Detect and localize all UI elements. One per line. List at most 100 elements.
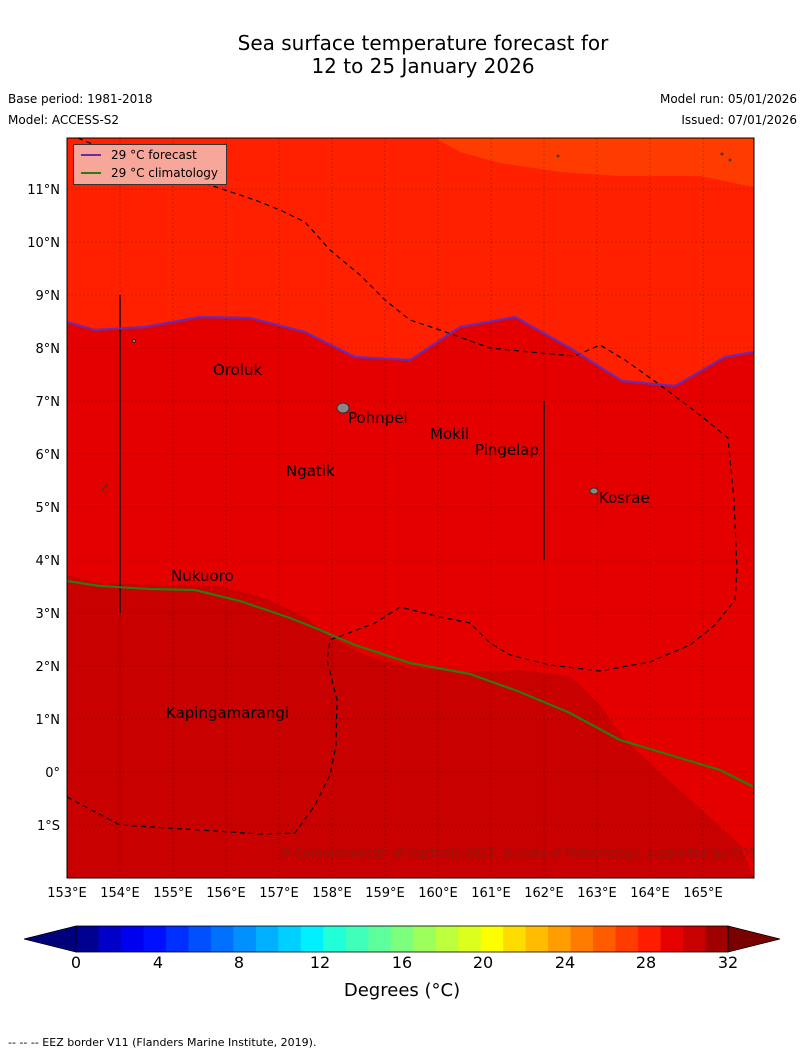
climatology-29c-contour <box>67 579 754 788</box>
place-kapingamarangi: Kapingamarangi <box>166 704 289 722</box>
colorbar-segment <box>210 926 234 952</box>
title-line-1: Sea surface temperature forecast for <box>237 31 609 55</box>
colorbar-over-arrow <box>727 925 781 953</box>
svg-text:1°S: 1°S <box>37 819 60 834</box>
place-kosrae: Kosrae <box>599 489 650 507</box>
model-name: Model: ACCESS-S2 <box>8 113 120 127</box>
place-pingelap: Pingelap <box>475 441 539 459</box>
svg-text:153°E: 153°E <box>47 886 87 901</box>
svg-text:8: 8 <box>234 953 244 972</box>
place-nukuoro: Nukuoro <box>171 567 234 585</box>
colorbar <box>23 925 781 953</box>
legend-climatology: 29 °C climatology <box>74 165 218 181</box>
colorbar-segment <box>615 926 639 952</box>
colorbar-segment <box>300 926 324 952</box>
map-area[interactable]: Oroluk Pohnpei Mokil Pingelap Ngatik Kos… <box>67 138 784 878</box>
colorbar-segment <box>458 926 482 952</box>
svg-text:4: 4 <box>153 953 163 972</box>
colorbar-segment <box>593 926 617 952</box>
svg-text:0°: 0° <box>45 766 60 781</box>
colorbar-segment <box>255 926 279 952</box>
place-oroluk: Oroluk <box>213 361 262 379</box>
colorbar-segment <box>480 926 504 952</box>
title-line-2: 12 to 25 January 2026 <box>311 54 535 78</box>
colorbar-segment <box>548 926 572 952</box>
lon-tick-labels: 153°E 154°E 155°E 156°E 157°E 158°E 159°… <box>47 886 723 901</box>
model-run: Model run: 05/01/2026 <box>659 92 797 106</box>
islands <box>101 152 732 495</box>
lat-tick-labels: 11°N 10°N 9°N 8°N 7°N 6°N 5°N 4°N 3°N 2°… <box>27 183 60 834</box>
legend: 29 °C forecast 29 °C climatology <box>73 144 227 185</box>
forecast-swatch <box>81 154 101 156</box>
colorbar-segment <box>570 926 594 952</box>
svg-text:20: 20 <box>473 953 493 972</box>
place-pohnpei: Pohnpei <box>348 409 408 427</box>
sst-band-28-29 <box>435 138 754 187</box>
colorbar-segment <box>525 926 549 952</box>
colorbar-segment <box>76 926 99 952</box>
eez-border <box>67 138 738 835</box>
svg-text:7°N: 7°N <box>36 395 61 410</box>
colorbar-under-arrow <box>23 925 77 953</box>
svg-text:5°N: 5°N <box>36 501 61 516</box>
colorbar-segment <box>368 926 392 952</box>
svg-text:9°N: 9°N <box>36 289 61 304</box>
place-ngatik: Ngatik <box>286 462 335 480</box>
map-svg: Oroluk Pohnpei Mokil Pingelap Ngatik Kos… <box>23 137 784 972</box>
colorbar-segment <box>120 926 144 952</box>
svg-text:2°N: 2°N <box>36 660 61 675</box>
colorbar-segment <box>165 926 189 952</box>
legend-forecast: 29 °C forecast <box>74 147 197 163</box>
svg-text:24: 24 <box>555 953 575 972</box>
colorbar-frame <box>75 925 729 953</box>
colorbar-segment <box>233 926 257 952</box>
colorbar-segment <box>705 926 729 952</box>
colorbar-segment <box>278 926 302 952</box>
sst-band-31-32 <box>67 575 754 878</box>
colorbar-segment <box>390 926 414 952</box>
svg-text:164°E: 164°E <box>630 886 670 901</box>
place-labels: Oroluk Pohnpei Mokil Pingelap Ngatik Kos… <box>166 361 650 722</box>
copyright-text: © Commonwealth of Australia 2026, Bureau… <box>279 846 784 860</box>
forecast-29c-contour <box>67 315 754 388</box>
legend-climatology-label: 29 °C climatology <box>111 166 219 180</box>
svg-text:10°N: 10°N <box>27 236 60 251</box>
issued-date: Issued: 07/01/2026 <box>681 113 797 127</box>
colorbar-segment <box>413 926 437 952</box>
svg-text:165°E: 165°E <box>683 886 723 901</box>
svg-text:158°E: 158°E <box>312 886 352 901</box>
svg-text:4°N: 4°N <box>36 554 61 569</box>
boundary-lines <box>119 295 545 613</box>
eez-footnote: -- -- -- EEZ border V11 (Flanders Marine… <box>8 1036 317 1049</box>
svg-text:154°E: 154°E <box>100 886 140 901</box>
colorbar-segment <box>683 926 707 952</box>
svg-text:6°N: 6°N <box>36 448 61 463</box>
kosrae-island <box>589 487 599 495</box>
colorbar-segment <box>503 926 527 952</box>
svg-text:32: 32 <box>718 953 738 972</box>
svg-text:1°N: 1°N <box>36 713 61 728</box>
svg-text:160°E: 160°E <box>418 886 458 901</box>
svg-text:11°N: 11°N <box>27 183 60 198</box>
place-mokil: Mokil <box>430 425 469 443</box>
colorbar-segment <box>143 926 167 952</box>
colorbar-segment <box>345 926 369 952</box>
map-frame <box>66 137 755 879</box>
svg-text:155°E: 155°E <box>153 886 193 901</box>
svg-text:159°E: 159°E <box>365 886 405 901</box>
svg-text:157°E: 157°E <box>259 886 299 901</box>
svg-text:162°E: 162°E <box>524 886 564 901</box>
colorbar-label: Degrees (°C) <box>343 980 461 1001</box>
colorbar-segment <box>98 926 122 952</box>
svg-text:16: 16 <box>392 953 412 972</box>
colorbar-segment <box>638 926 662 952</box>
svg-text:12: 12 <box>310 953 330 972</box>
colorbar-segment <box>435 926 459 952</box>
svg-text:156°E: 156°E <box>206 886 246 901</box>
svg-text:8°N: 8°N <box>36 342 61 357</box>
pohnpei-island <box>336 402 350 414</box>
colorbar-ticks: 0 4 8 12 16 20 24 28 32 <box>71 953 738 972</box>
chart-title: Sea surface temperature forecast for 12 … <box>0 32 804 78</box>
svg-text:28: 28 <box>636 953 656 972</box>
base-period: Base period: 1981-2018 <box>8 92 153 106</box>
